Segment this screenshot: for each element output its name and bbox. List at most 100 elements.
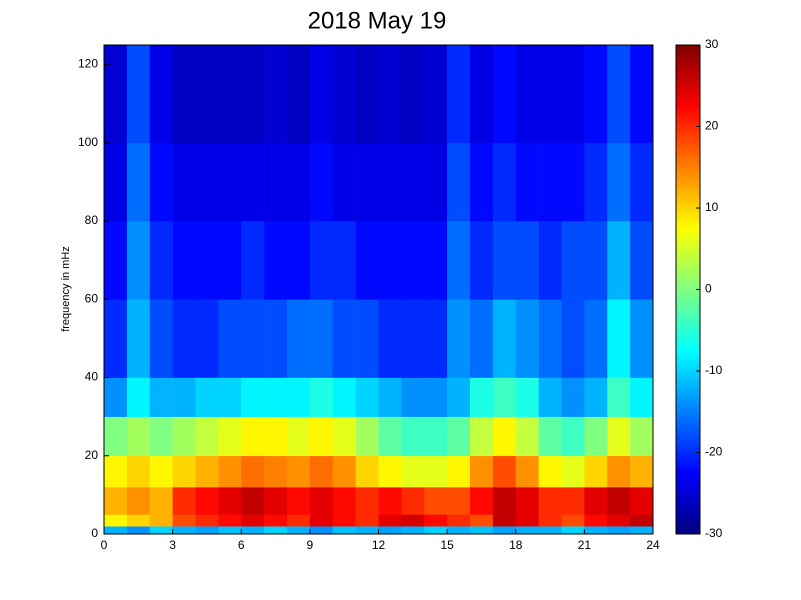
heatmap-cell [492,299,517,378]
heatmap-cell [264,487,288,515]
colorbar-tick-label: 0 [705,282,712,296]
heatmap-cell [607,455,631,488]
heatmap-cell [401,142,425,222]
heatmap-cell [126,377,151,417]
heatmap-cell [126,142,151,222]
heatmap-cell [538,514,562,527]
heatmap-cell [309,142,334,222]
heatmap-cell [195,526,219,535]
heatmap-cell [584,514,608,527]
heatmap-cell [172,377,196,417]
heatmap-cell [241,142,265,222]
heatmap-cell [172,487,196,515]
heatmap-cell [538,416,562,457]
heatmap-cell [401,377,425,417]
heatmap-cell [584,487,608,515]
heatmap-cell [378,487,402,515]
heatmap-cell [515,514,539,527]
heatmap-cell [355,377,379,417]
heatmap-cell [561,514,585,527]
heatmap-cell [149,526,173,535]
heatmap-cell [149,377,173,417]
colorbar-tick-label: -30 [705,526,723,540]
heatmap-cell [264,45,288,144]
heatmap-cell [332,416,356,457]
heatmap-cell [630,299,654,378]
heatmap-cell [378,416,402,457]
heatmap-cell [104,299,128,378]
colorbar-tick-label: 10 [705,200,719,214]
heatmap-cell [401,514,425,527]
heatmap-cell [515,45,539,144]
heatmap-cell [401,45,425,144]
heatmap-cell [264,221,288,300]
heatmap-cell [538,299,562,378]
heatmap-cell [630,416,654,457]
heatmap-cell [355,487,379,515]
heatmap-cell [515,455,539,488]
chart-title: 2018 May 19 [308,7,447,34]
heatmap-cell [492,377,517,417]
heatmap-cell [218,142,242,222]
heatmap-cell [104,416,128,457]
heatmap-cell [607,377,631,417]
heatmap-cell [424,45,448,144]
heatmap-cell [378,299,402,378]
heatmap-cell [538,526,562,535]
heatmap-cell [355,299,379,378]
heatmap-cell [492,221,517,300]
heatmap-cell [218,221,242,300]
heatmap-cell [538,487,562,515]
heatmap-cell [195,142,219,222]
heatmap-cell [561,487,585,515]
heatmap-cell [584,221,608,300]
heatmap-cell [378,142,402,222]
heatmap-cell [195,514,219,527]
heatmap-cell [424,221,448,300]
heatmap-cell [492,142,517,222]
heatmap-cell [607,299,631,378]
heatmap-cell [309,377,334,417]
heatmap-cell [607,487,631,515]
heatmap-cell [470,299,494,378]
colorbar-tick-label: 30 [705,37,719,51]
heatmap-cell [149,142,173,222]
heatmap-cell [287,455,311,488]
heatmap-cell [470,514,494,527]
heatmap-cell [355,526,379,535]
heatmap-cell [309,299,334,378]
heatmap-cell [126,416,151,457]
heatmap-cell [195,455,219,488]
heatmap-cell [515,142,539,222]
y-tick-label: 120 [78,57,98,71]
heatmap-cell [241,377,265,417]
heatmap-cell [378,221,402,300]
heatmap-cell [492,455,517,488]
heatmap-cell [126,455,151,488]
x-tick-label: 6 [238,538,245,552]
heatmap-cell [447,299,471,378]
heatmap-cell [424,299,448,378]
heatmap-cell [401,487,425,515]
heatmap-cell [264,526,288,535]
heatmap-cell [561,299,585,378]
heatmap-cell [104,45,128,144]
heatmap-cell [561,45,585,144]
heatmap-cell [241,455,265,488]
heatmap-cell [195,377,219,417]
heatmap-cell [378,377,402,417]
y-tick-label: 0 [91,526,98,540]
heatmap-cell [195,487,219,515]
heatmap-cell [447,455,471,488]
heatmap-cell [607,142,631,222]
heatmap-cell [309,455,334,488]
heatmap-cell [630,377,654,417]
heatmap-cell [264,299,288,378]
heatmap-cell [538,377,562,417]
heatmap-cell [287,526,311,535]
y-tick-label: 60 [85,291,99,305]
heatmap-cell [447,221,471,300]
x-tick-label: 3 [169,538,176,552]
heatmap-cell [195,45,219,144]
heatmap-cell [561,416,585,457]
